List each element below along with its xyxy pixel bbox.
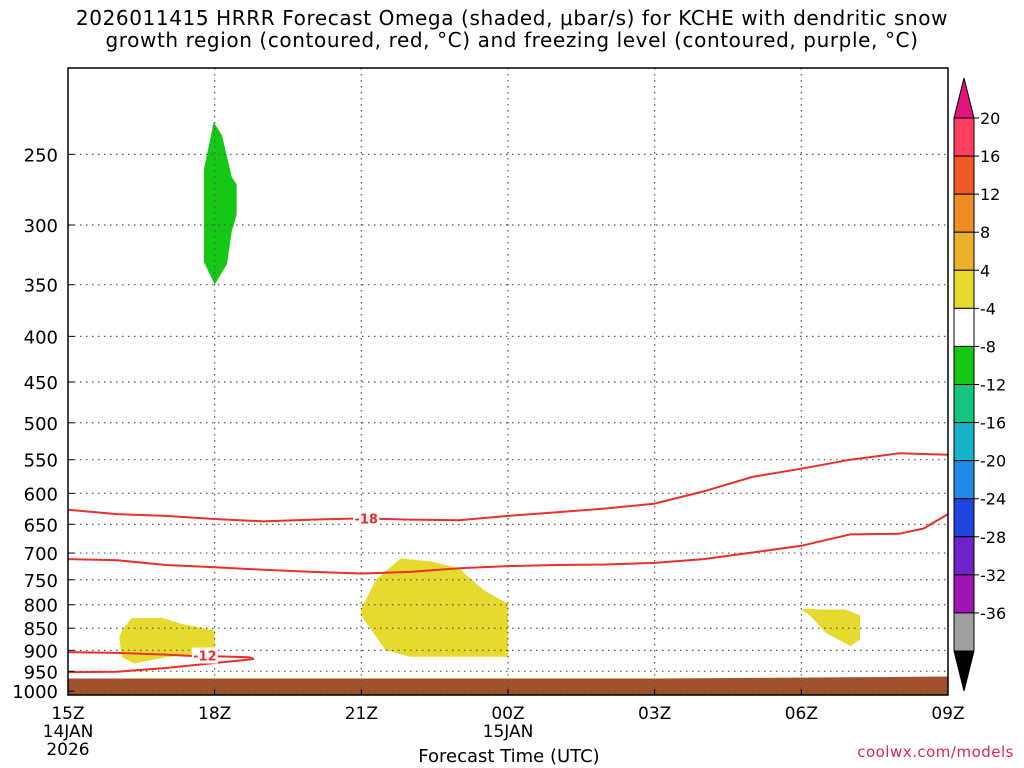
x-tick-year-15Z: 2026 [46,740,89,760]
colorbar-swatch-14 [953,612,975,652]
colorbar-label-9: -16 [980,414,1006,433]
x-axis-title: Forecast Time (UTC) [418,746,600,767]
colorbar-label-14: -36 [980,604,1006,623]
colorbar-top-arrow [953,77,975,119]
colorbar-swatch-7 [953,345,975,385]
y-tick-label-450: 450 [24,373,58,394]
dgz-contour-1 [67,452,949,523]
ground-fill [68,676,948,695]
colorbar-label-6: -4 [980,299,996,318]
colorbar-label-10: -20 [980,452,1006,471]
colorbar-label-3: 12 [980,185,1000,204]
colorbar-swatch-8 [953,384,975,424]
colorbar-label-5: 4 [980,261,990,280]
y-tick-label-650: 650 [24,515,58,536]
x-tick-label-09Z: 09Z [931,704,964,724]
x-tick-label-03Z: 03Z [638,704,671,724]
y-tick-label-1000: 1000 [12,682,58,703]
dgz-contour-label-3: -12 [193,649,217,664]
y-tick-label-750: 750 [24,571,58,592]
omega-region-2 [119,618,215,664]
colorbar-label-13: -32 [980,566,1006,585]
colorbar-label-7: -8 [980,337,996,356]
colorbar-swatch-4 [953,231,975,271]
omega-region-1 [203,122,237,285]
chart-title-line1: 2026011415 HRRR Forecast Omega (shaded, … [75,6,949,30]
x-tick-label-21Z: 21Z [345,704,378,724]
colorbar-swatch-12 [953,536,975,576]
y-tick-label-350: 350 [24,276,58,297]
colorbar-swatch-5 [953,269,975,309]
colorbar-swatch-9 [953,422,975,462]
y-tick-label-700: 700 [24,544,58,565]
omega-region-4 [801,608,860,647]
colorbar-swatch-6 [953,307,975,347]
dgz-contour-label-bg-3 [191,647,218,664]
colorbar-label-4: 8 [980,223,990,242]
colorbar-swatch-11 [953,498,975,538]
y-tick-label-400: 400 [24,327,58,348]
x-tick-label-15Z: 15Z [51,704,84,724]
dgz-contour-label-bg-1 [353,510,380,527]
y-tick-label-500: 500 [24,414,58,435]
omega-region-3 [361,558,508,657]
y-tick-label-550: 550 [24,451,58,472]
x-tick-sublabel-00Z: 15JAN [483,722,534,742]
x-tick-label-06Z: 06Z [785,704,818,724]
y-tick-label-300: 300 [24,216,58,237]
colorbar-label-2: 16 [980,147,1000,166]
x-tick-sublabel-15Z: 14JAN [43,722,94,742]
colorbar-label-11: -24 [980,490,1006,509]
credit-text: coolwx.com/models [857,743,1014,761]
colorbar-swatch-3 [953,193,975,233]
x-tick-label-18Z: 18Z [198,704,231,724]
colorbar-swatch-10 [953,460,975,500]
y-tick-label-850: 850 [24,619,58,640]
colorbar-label-8: -12 [980,376,1006,395]
colorbar-swatch-13 [953,574,975,614]
y-tick-label-900: 900 [24,641,58,662]
colorbar-label-12: -28 [980,528,1006,547]
colorbar-swatch-2 [953,155,975,195]
y-tick-label-250: 250 [24,145,58,166]
dgz-contour-2 [67,513,949,575]
y-tick-label-600: 600 [24,484,58,505]
dgz-contour-3 [67,651,255,674]
dgz-contour-label-1: -18 [354,512,378,527]
colorbar-label-1: 20 [980,109,1000,128]
colorbar-bottom-arrow [953,650,975,692]
colorbar-swatch-1 [953,117,975,157]
y-tick-label-950: 950 [24,662,58,683]
x-tick-label-00Z: 00Z [491,704,524,724]
chart-title-line2: growth region (contoured, red, °C) and f… [105,28,919,52]
y-tick-label-800: 800 [24,596,58,617]
